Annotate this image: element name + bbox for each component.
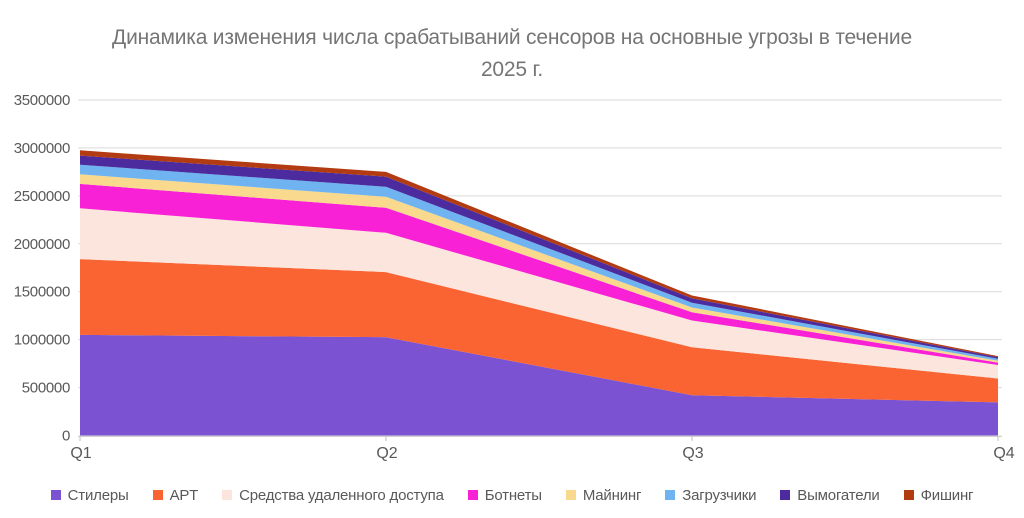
y-axis-label: 1000000 — [14, 332, 70, 349]
y-axis-label: 0 — [62, 428, 70, 445]
legend-swatch-icon — [565, 490, 576, 500]
legend-swatch-icon — [50, 490, 61, 500]
y-axis-label: 1500000 — [14, 284, 70, 301]
chart-title: Динамика изменения числа срабатываний се… — [112, 26, 912, 81]
y-axis-label: 3500000 — [14, 92, 70, 109]
legend-item-mining[interactable]: Майнинг — [565, 486, 642, 504]
area-series-botnets[interactable] — [80, 183, 998, 365]
legend-item-botnets[interactable]: Ботнеты — [467, 486, 542, 504]
x-axis-label: Q4 — [993, 445, 1014, 462]
y-axis-label: 3000000 — [14, 140, 70, 157]
x-axis-label: Q3 — [682, 445, 703, 462]
legend-label: Ботнеты — [484, 486, 542, 504]
y-axis-label: 500000 — [22, 380, 70, 397]
legend-label: Фишинг — [920, 486, 974, 504]
area-series-apt[interactable] — [80, 259, 998, 403]
legend-swatch-icon — [152, 490, 163, 500]
legend-swatch-icon — [222, 490, 233, 500]
y-axis-label: 2500000 — [14, 188, 70, 205]
legend-item-remote-access-tools[interactable]: Средства удаленного доступа — [222, 487, 444, 504]
x-axis-label: Q2 — [376, 445, 397, 462]
legend-label: Загрузчики — [682, 486, 757, 504]
chart-legend: Стилеры APT Средства удаленного доступа Бот… — [0, 485, 1024, 505]
legend-swatch-icon — [467, 490, 478, 500]
legend-label: Майнинг — [582, 486, 642, 504]
legend-label: Средства удаленного доступа — [239, 486, 444, 504]
legend-swatch-icon — [780, 490, 791, 500]
legend-label: APT — [169, 486, 199, 504]
legend-swatch-icon — [665, 490, 676, 500]
legend-label: Вымогатели — [797, 486, 880, 504]
legend-item-apt[interactable]: APT — [152, 486, 199, 504]
y-axis-label: 2000000 — [14, 236, 70, 253]
legend-item-loaders[interactable]: Загрузчики — [665, 487, 756, 504]
area-series-stealers[interactable] — [80, 334, 998, 436]
area-series-remote-access-tools[interactable] — [80, 208, 998, 379]
legend-swatch-icon — [903, 490, 914, 500]
x-axis-label: Q1 — [70, 445, 91, 462]
legend-item-stealers[interactable]: Стилеры — [50, 486, 129, 504]
legend-item-phishing[interactable]: Фишинг — [903, 486, 974, 504]
legend-label: Стилеры — [67, 486, 129, 504]
legend-item-ransomware[interactable]: Вымогатели — [780, 486, 880, 504]
